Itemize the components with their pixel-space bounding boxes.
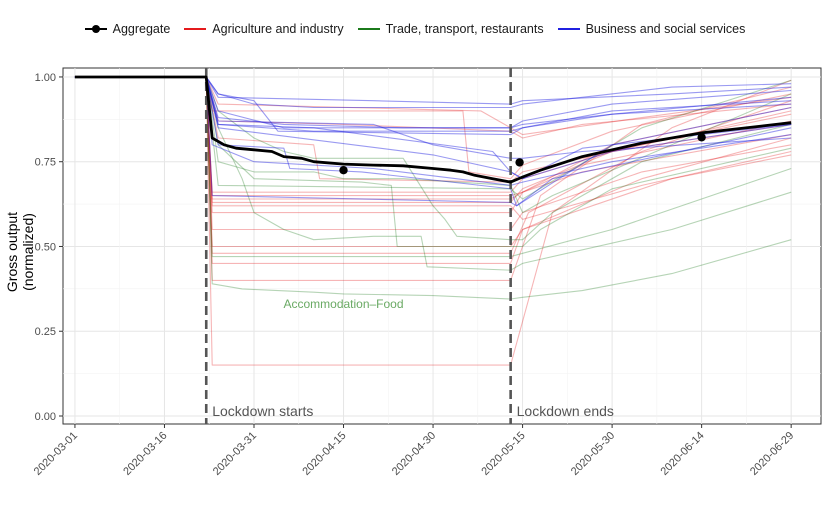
y-tick-label: 0.00 bbox=[35, 411, 56, 423]
annotation-accommodation-food: Accommodation–Food bbox=[283, 297, 403, 311]
series-line-trade bbox=[74, 76, 792, 271]
legend-label-aggregate: Aggregate bbox=[112, 22, 171, 36]
aggregate-point bbox=[515, 158, 524, 167]
y-axis-label: Gross output (normalized) bbox=[4, 211, 36, 293]
legend-label-business: Business and social services bbox=[585, 22, 746, 36]
chart-text: Lockdown starts Lockdown ends Accommodatio… bbox=[212, 297, 614, 419]
series-line-biz bbox=[74, 76, 792, 180]
legend: Aggregate Agriculture and industry Trade… bbox=[0, 18, 830, 40]
x-tick-label: 2020-03-16 bbox=[121, 430, 169, 478]
y-tick-label: 1.00 bbox=[35, 72, 56, 84]
legend-key-business bbox=[557, 23, 580, 35]
legend-key-agriculture bbox=[184, 23, 207, 35]
legend-label-trade: Trade, transport, restaurants bbox=[385, 22, 544, 36]
series-line-trade bbox=[74, 76, 792, 300]
series-line-biz bbox=[74, 76, 792, 129]
aggregate-point bbox=[697, 133, 706, 142]
series-line-biz bbox=[74, 76, 792, 136]
series-line-agri bbox=[74, 76, 792, 183]
x-tick-label: 2020-05-15 bbox=[479, 430, 527, 478]
series-line-trade bbox=[74, 76, 792, 241]
legend-item-aggregate: Aggregate bbox=[84, 22, 171, 36]
series-line-agri bbox=[74, 76, 792, 136]
aggregate-line bbox=[74, 75, 792, 184]
legend-item-trade: Trade, transport, restaurants bbox=[357, 22, 544, 36]
lockdown-lines bbox=[204, 68, 512, 424]
aggregate-layer bbox=[74, 75, 792, 184]
x-tick-label: 2020-06-29 bbox=[748, 430, 796, 478]
series-line-biz bbox=[74, 76, 792, 159]
aggregate-point bbox=[339, 165, 348, 175]
x-tick-label: 2020-04-15 bbox=[300, 430, 348, 478]
series-line-biz bbox=[74, 76, 792, 109]
y-tick-label: 0.75 bbox=[35, 157, 56, 169]
y-tick-label: 0.25 bbox=[35, 326, 56, 338]
x-tick-label: 2020-05-30 bbox=[569, 430, 617, 478]
lockdown-start-label: Lockdown starts bbox=[212, 403, 313, 419]
series-line-biz bbox=[74, 76, 792, 207]
lockdown-end-label: Lockdown ends bbox=[517, 403, 614, 419]
x-tick-label: 2020-03-31 bbox=[211, 430, 259, 478]
series-line-biz bbox=[74, 76, 792, 105]
x-tick-label: 2020-03-01 bbox=[32, 430, 80, 478]
legend-label-agriculture: Agriculture and industry bbox=[212, 22, 344, 36]
legend-item-agriculture: Agriculture and industry bbox=[184, 22, 344, 36]
series-line-trade bbox=[74, 76, 792, 214]
legend-key-trade bbox=[357, 23, 380, 35]
x-tick-label: 2020-04-30 bbox=[390, 430, 438, 478]
y-tick-label: 0.50 bbox=[35, 241, 56, 253]
legend-key-aggregate bbox=[84, 23, 107, 35]
x-tick-label: 2020-06-14 bbox=[658, 430, 706, 478]
series-line-trade bbox=[74, 76, 792, 248]
series-line-biz bbox=[74, 76, 792, 129]
legend-item-business: Business and social services bbox=[557, 22, 746, 36]
